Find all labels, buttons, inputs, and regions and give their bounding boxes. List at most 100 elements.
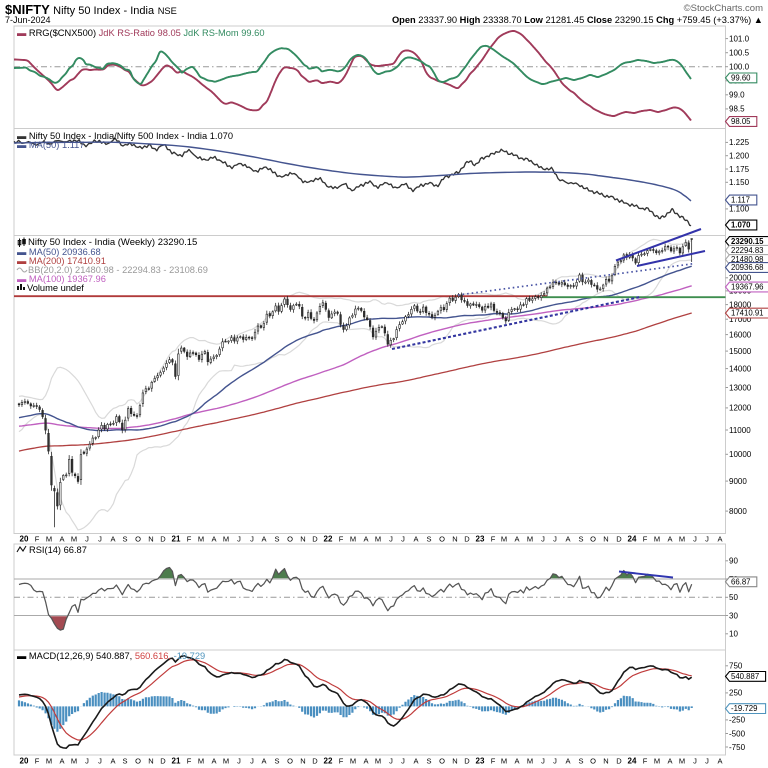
svg-text:90: 90 bbox=[729, 557, 738, 566]
svg-text:J: J bbox=[693, 535, 697, 544]
svg-text:J: J bbox=[389, 535, 393, 544]
svg-text:12000: 12000 bbox=[729, 404, 752, 413]
svg-text:A: A bbox=[413, 757, 418, 766]
svg-text:99.0: 99.0 bbox=[729, 91, 745, 100]
svg-text:O: O bbox=[135, 535, 141, 544]
svg-text:A: A bbox=[261, 535, 266, 544]
svg-text:M: M bbox=[501, 535, 507, 544]
svg-text:M: M bbox=[46, 757, 52, 766]
svg-text:A: A bbox=[261, 757, 266, 766]
svg-text:M: M bbox=[679, 535, 685, 544]
svg-text:J: J bbox=[237, 757, 241, 766]
svg-text:N: N bbox=[148, 757, 153, 766]
svg-text:1.175: 1.175 bbox=[729, 165, 750, 174]
svg-text:S: S bbox=[426, 535, 431, 544]
svg-text:N: N bbox=[603, 757, 608, 766]
svg-text:S: S bbox=[274, 535, 279, 544]
svg-text:J: J bbox=[250, 535, 254, 544]
svg-text:20000: 20000 bbox=[729, 274, 752, 283]
svg-text:22: 22 bbox=[324, 535, 333, 544]
svg-text:50: 50 bbox=[729, 593, 738, 602]
svg-text:16000: 16000 bbox=[729, 330, 752, 339]
svg-text:F: F bbox=[35, 535, 40, 544]
svg-text:J: J bbox=[705, 535, 709, 544]
svg-text:J: J bbox=[250, 757, 254, 766]
svg-text:O: O bbox=[135, 757, 141, 766]
svg-text:F: F bbox=[187, 757, 192, 766]
svg-text:M: M bbox=[679, 757, 685, 766]
svg-text:A: A bbox=[667, 757, 672, 766]
svg-text:J: J bbox=[553, 757, 557, 766]
svg-text:D: D bbox=[616, 535, 622, 544]
svg-text:19367.96: 19367.96 bbox=[731, 283, 764, 292]
svg-text:66.87: 66.87 bbox=[731, 577, 751, 586]
svg-text:J: J bbox=[401, 757, 405, 766]
svg-text:M: M bbox=[223, 757, 229, 766]
svg-text:21: 21 bbox=[172, 757, 181, 766]
svg-text:22294.83: 22294.83 bbox=[731, 246, 764, 255]
svg-text:98.5: 98.5 bbox=[729, 105, 745, 114]
svg-text:A: A bbox=[717, 535, 722, 544]
svg-text:8000: 8000 bbox=[729, 507, 747, 516]
svg-text:F: F bbox=[491, 757, 496, 766]
svg-text:-19.729: -19.729 bbox=[731, 704, 757, 713]
svg-text:10: 10 bbox=[729, 630, 738, 639]
svg-text:S: S bbox=[578, 757, 583, 766]
svg-text:F: F bbox=[643, 535, 648, 544]
svg-text:23290.15: 23290.15 bbox=[731, 237, 764, 246]
svg-text:J: J bbox=[85, 535, 89, 544]
svg-text:S: S bbox=[122, 757, 127, 766]
svg-text:S: S bbox=[578, 535, 583, 544]
svg-text:M: M bbox=[198, 535, 204, 544]
svg-text:N: N bbox=[603, 535, 608, 544]
svg-text:M: M bbox=[71, 757, 77, 766]
svg-text:-250: -250 bbox=[729, 716, 746, 725]
svg-text:1.150: 1.150 bbox=[729, 178, 750, 187]
svg-text:22: 22 bbox=[324, 757, 333, 766]
svg-text:M: M bbox=[71, 535, 77, 544]
svg-text:F: F bbox=[187, 535, 192, 544]
svg-text:M: M bbox=[527, 757, 533, 766]
svg-text:101.0: 101.0 bbox=[729, 34, 750, 43]
svg-text:O: O bbox=[590, 535, 596, 544]
svg-text:98.05: 98.05 bbox=[731, 117, 751, 126]
svg-text:1.100: 1.100 bbox=[729, 205, 750, 214]
svg-text:A: A bbox=[110, 757, 115, 766]
svg-text:17000: 17000 bbox=[729, 315, 752, 324]
svg-text:M: M bbox=[198, 757, 204, 766]
svg-text:F: F bbox=[35, 757, 40, 766]
svg-text:20936.68: 20936.68 bbox=[731, 263, 764, 272]
svg-text:1.200: 1.200 bbox=[729, 152, 750, 161]
svg-text:J: J bbox=[541, 535, 545, 544]
svg-text:A: A bbox=[211, 535, 216, 544]
svg-text:A: A bbox=[565, 757, 570, 766]
svg-text:D: D bbox=[160, 535, 166, 544]
svg-text:J: J bbox=[85, 757, 89, 766]
svg-text:9000: 9000 bbox=[729, 477, 747, 486]
svg-text:N: N bbox=[300, 757, 305, 766]
svg-text:M: M bbox=[223, 535, 229, 544]
svg-text:M: M bbox=[527, 535, 533, 544]
svg-text:J: J bbox=[541, 757, 545, 766]
svg-text:17410.91: 17410.91 bbox=[731, 309, 764, 318]
svg-text:A: A bbox=[413, 535, 418, 544]
svg-text:21: 21 bbox=[172, 535, 181, 544]
svg-text:J: J bbox=[705, 757, 709, 766]
svg-text:1.070: 1.070 bbox=[731, 221, 751, 230]
svg-text:D: D bbox=[312, 535, 318, 544]
svg-text:N: N bbox=[300, 535, 305, 544]
svg-text:99.60: 99.60 bbox=[731, 74, 751, 83]
svg-text:D: D bbox=[616, 757, 622, 766]
svg-text:A: A bbox=[59, 535, 64, 544]
svg-text:A: A bbox=[211, 757, 216, 766]
svg-text:D: D bbox=[160, 757, 166, 766]
svg-text:F: F bbox=[643, 757, 648, 766]
svg-text:M: M bbox=[375, 535, 381, 544]
svg-text:21480.98: 21480.98 bbox=[731, 255, 764, 264]
svg-text:A: A bbox=[717, 757, 722, 766]
svg-text:M: M bbox=[46, 535, 52, 544]
svg-text:A: A bbox=[514, 535, 519, 544]
svg-text:M: M bbox=[350, 757, 356, 766]
svg-text:250: 250 bbox=[729, 689, 743, 698]
svg-text:11000: 11000 bbox=[729, 426, 751, 435]
